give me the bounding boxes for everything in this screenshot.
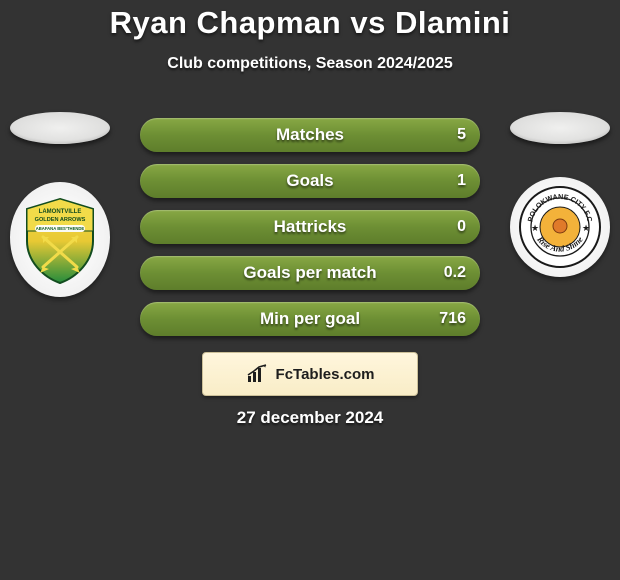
stats-list: Matches 5 Goals 1 Hattricks 0 Goals per …	[140, 118, 480, 348]
left-player-placeholder	[10, 112, 110, 144]
stat-label: Hattricks	[274, 217, 347, 237]
stat-right-value: 5	[457, 118, 466, 152]
stat-right-value: 0.2	[444, 256, 466, 290]
stat-right-value: 0	[457, 210, 466, 244]
right-team-crest: POLOKWANE CITY F.C Rise And Shine ★ ★	[510, 177, 610, 277]
stat-label: Goals	[286, 171, 333, 191]
round-crest-icon: POLOKWANE CITY F.C Rise And Shine ★ ★	[519, 186, 601, 268]
stat-right-value: 1	[457, 164, 466, 198]
page-title: Ryan Chapman vs Dlamini	[0, 4, 620, 41]
page-subtitle: Club competitions, Season 2024/2025	[0, 55, 620, 73]
stat-right-value: 716	[439, 302, 466, 336]
stat-row: Hattricks 0	[140, 210, 480, 244]
svg-text:ABAFANA BES’THENDE: ABAFANA BES’THENDE	[36, 226, 85, 231]
stat-label: Matches	[276, 125, 344, 145]
left-team-crest: LAMONTVILLE GOLDEN ARROWS ABAFANA BES’TH…	[10, 182, 110, 297]
stat-row: Goals 1	[140, 164, 480, 198]
brand-badge: FcTables.com	[202, 352, 418, 396]
date-text: 27 december 2024	[0, 408, 620, 428]
stat-label: Goals per match	[243, 263, 376, 283]
svg-text:★: ★	[531, 223, 539, 233]
shield-icon: LAMONTVILLE GOLDEN ARROWS ABAFANA BES’TH…	[21, 195, 99, 285]
stat-row: Goals per match 0.2	[140, 256, 480, 290]
bar-chart-icon	[246, 364, 270, 384]
stat-label: Min per goal	[260, 309, 360, 329]
comparison-card: Ryan Chapman vs Dlamini Club competition…	[0, 0, 620, 580]
left-column: LAMONTVILLE GOLDEN ARROWS ABAFANA BES’TH…	[10, 112, 110, 297]
brand-text: FcTables.com	[276, 366, 375, 383]
right-player-placeholder	[510, 112, 610, 144]
stat-row: Matches 5	[140, 118, 480, 152]
stat-row: Min per goal 716	[140, 302, 480, 336]
right-column: POLOKWANE CITY F.C Rise And Shine ★ ★	[510, 112, 610, 277]
svg-text:LAMONTVILLE: LAMONTVILLE	[39, 209, 82, 215]
svg-text:★: ★	[582, 223, 590, 233]
svg-text:GOLDEN ARROWS: GOLDEN ARROWS	[35, 217, 86, 223]
